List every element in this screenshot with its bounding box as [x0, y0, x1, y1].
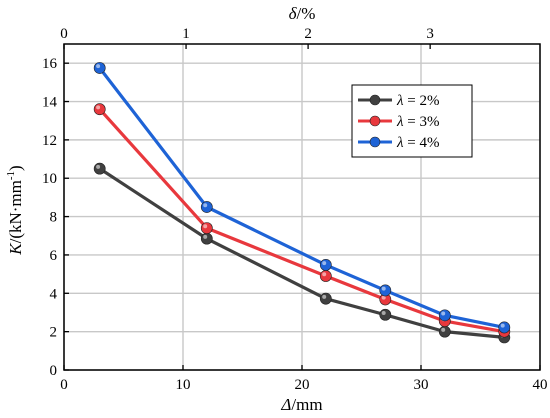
top-axis-title-symbol: δ: [289, 4, 298, 23]
series-point: [438, 309, 451, 322]
point-highlight: [203, 224, 208, 229]
point-highlight: [96, 64, 101, 69]
point-highlight: [322, 272, 327, 277]
y-tick-label: 12: [42, 133, 57, 149]
legend-label: λ = 3%: [396, 114, 439, 130]
point-highlight: [322, 261, 327, 266]
point-highlight: [322, 294, 327, 299]
series-point: [93, 62, 106, 74]
series-point: [200, 232, 213, 245]
y-tick-label: 4: [50, 286, 58, 302]
y-axis-title-unit: /(kN·mm: [6, 180, 25, 243]
series-3: [93, 62, 511, 334]
point-highlight: [441, 327, 446, 332]
legend-label: λ = 2%: [396, 93, 439, 109]
legend-label-symbol: λ: [396, 114, 404, 130]
y-axis-title-close: ): [6, 165, 25, 171]
series-line: [98, 66, 505, 329]
legend-label-symbol: λ: [396, 93, 404, 109]
legend-swatch-marker: [369, 94, 381, 106]
top-axis-title-unit: /%: [297, 4, 316, 23]
y-axis-title-symbol: K: [6, 242, 25, 256]
point-highlight: [96, 105, 101, 110]
series-point: [379, 284, 392, 297]
series-point: [319, 270, 332, 282]
legend: λ = 2%λ = 3%λ = 4%: [351, 84, 473, 158]
series-point: [379, 308, 392, 321]
legend-label-value: = 2%: [404, 93, 440, 109]
point-highlight: [203, 203, 208, 208]
series-point: [319, 259, 332, 271]
y-tick-label: 2: [50, 325, 58, 341]
y-axis-title-exponent: -1: [5, 171, 17, 180]
series-point: [498, 321, 511, 334]
top-axis-title: δ/%: [289, 4, 316, 23]
top-x-tick-label: 3: [426, 26, 434, 42]
x-axis-title-unit: /mm: [291, 395, 322, 414]
series-point: [200, 222, 213, 234]
legend-label: λ = 4%: [396, 135, 439, 151]
legend-label-symbol: λ: [396, 135, 404, 151]
y-tick-label: 16: [42, 56, 58, 72]
y-tick-label: 0: [50, 363, 58, 379]
series-point: [93, 103, 106, 116]
x-tick-label: 40: [533, 377, 548, 393]
top-x-tick-label: 0: [60, 26, 68, 42]
x-tick-label: 30: [414, 377, 429, 393]
x-tick-label: 20: [295, 377, 310, 393]
y-tick-label: 10: [42, 171, 57, 187]
series-point: [438, 325, 451, 338]
x-tick-label: 10: [176, 377, 191, 393]
y-tick-label: 6: [50, 248, 58, 264]
top-x-tick-label: 1: [182, 26, 190, 42]
point-highlight: [203, 234, 208, 239]
legend-label-value: = 3%: [404, 114, 440, 130]
y-tick-label: 8: [50, 210, 58, 226]
x-axis-title-symbol: Δ: [280, 395, 291, 414]
legend-swatch-marker: [369, 115, 381, 127]
series-layer: [93, 62, 511, 344]
y-axis-title: K/(kN·mm-1): [5, 165, 25, 255]
point-highlight: [500, 323, 505, 328]
series-line: [98, 108, 505, 334]
top-x-tick-label: 2: [304, 26, 312, 42]
series-point: [319, 292, 332, 305]
point-highlight: [381, 286, 386, 291]
y-tick-label: 14: [42, 95, 58, 111]
point-highlight: [441, 311, 446, 316]
legend-swatch-marker: [369, 136, 381, 148]
series-point: [93, 162, 106, 175]
x-axis-title: Δ/mm: [280, 395, 322, 414]
series-point: [200, 201, 213, 213]
legend-label-value: = 4%: [404, 135, 440, 151]
series-line: [98, 167, 505, 339]
point-highlight: [381, 310, 386, 315]
point-highlight: [381, 295, 386, 300]
point-highlight: [96, 164, 101, 169]
x-tick-label: 0: [60, 377, 68, 393]
